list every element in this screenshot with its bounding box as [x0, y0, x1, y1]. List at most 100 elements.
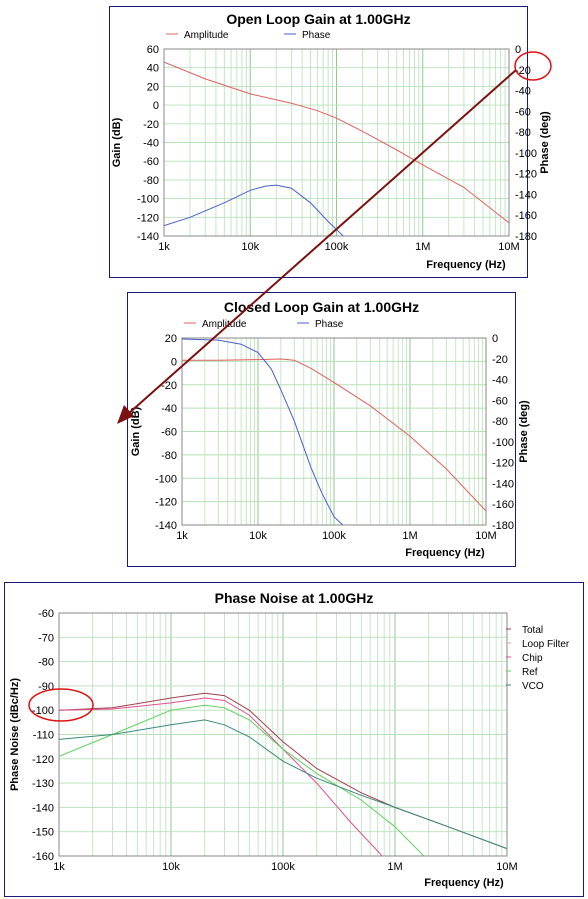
series-line-amplitude [182, 358, 486, 512]
x-tick-label: 1k [53, 861, 65, 873]
y-tick-label: 0 [153, 100, 159, 112]
legend-label-phase: Phase [315, 319, 344, 330]
x-tick-label: 10k [241, 241, 259, 253]
x-tick-label: 10k [249, 530, 267, 542]
y2-tick-label: -180 [492, 520, 514, 532]
y-tick-label: -60 [161, 427, 177, 439]
y2-tick-label: -160 [515, 210, 537, 222]
y-tick-label: 20 [165, 333, 177, 345]
series-line-amplitude [164, 61, 509, 224]
y-axis-label: Gain (dB) [130, 406, 142, 456]
highlight-circle-noise-level [28, 688, 94, 722]
y-tick-label: -70 [38, 632, 54, 644]
y2-tick-label: -80 [515, 127, 531, 139]
y2-tick-label: -60 [492, 395, 508, 407]
y-tick-label: -140 [137, 231, 159, 243]
y2-tick-label: 0 [515, 44, 521, 56]
x-tick-label: 1M [402, 530, 417, 542]
y2-tick-label: -180 [515, 231, 537, 243]
x-tick-label: 10k [162, 861, 180, 873]
y-tick-label: -140 [32, 802, 54, 814]
y-tick-label: -80 [143, 175, 159, 187]
phase-noise-title: Phase Noise at 1.00GHz [214, 590, 374, 606]
y-tick-label: 0 [171, 356, 177, 368]
legend-label-total: Total [522, 625, 543, 636]
y2-axis-label: Phase (deg) [518, 400, 530, 463]
x-tick-label: 1k [176, 530, 188, 542]
legend-label-loop-filter: Loop Filter [522, 639, 570, 650]
y-tick-label: -120 [137, 212, 159, 224]
legend-label-vco: VCO [522, 681, 544, 692]
y-tick-label: -80 [161, 450, 177, 462]
y2-tick-label: -100 [492, 437, 514, 449]
y2-tick-label: -20 [492, 354, 508, 366]
x-axis-label: Frequency (Hz) [424, 877, 504, 889]
open-loop-title: Open Loop Gain at 1.00GHz [226, 11, 411, 27]
legend-label-chip: Chip [522, 653, 543, 664]
series-line-phase [182, 338, 344, 525]
x-tick-label: 10M [498, 241, 519, 253]
y-tick-label: -60 [38, 608, 54, 620]
y2-tick-label: 0 [492, 333, 498, 345]
series-line-phase [164, 184, 344, 236]
y-axis-label: Phase Noise (dBc/Hz) [9, 678, 21, 791]
x-tick-label: 1k [158, 241, 170, 253]
x-axis-label: Frequency (Hz) [426, 259, 506, 271]
y-tick-label: -40 [161, 403, 177, 415]
series-line-vco [59, 719, 507, 850]
y-tick-label: -20 [161, 380, 177, 392]
x-tick-label: 1M [387, 861, 402, 873]
y-tick-label: -130 [32, 778, 54, 790]
y2-tick-label: -60 [515, 106, 531, 118]
y-tick-label: -110 [33, 730, 54, 742]
y-axis-label: Gain (dB) [111, 117, 123, 167]
y-tick-label: -100 [155, 473, 177, 485]
highlight-circle-phase-margin [514, 51, 552, 81]
y-tick-label: -20 [143, 119, 159, 131]
y2-axis-label: Phase (deg) [539, 111, 551, 174]
y2-tick-label: -40 [515, 86, 531, 98]
x-tick-label: 10M [496, 861, 517, 873]
y-tick-label: -100 [32, 705, 54, 717]
x-tick-label: 100k [271, 861, 295, 873]
y-tick-label: -120 [155, 497, 177, 509]
annotation-arrow-line [127, 69, 517, 415]
legend-label-amplitude: Amplitude [184, 30, 229, 41]
y-tick-label: -140 [155, 520, 177, 532]
y2-tick-label: -100 [515, 148, 537, 160]
x-tick-label: 100k [322, 530, 346, 542]
series-line-chip [59, 697, 383, 856]
y-tick-label: 40 [147, 63, 159, 75]
y-tick-label: -80 [38, 657, 54, 669]
y2-tick-label: -160 [492, 499, 514, 511]
y-tick-label: -60 [143, 156, 159, 168]
y-tick-label: 60 [147, 44, 159, 56]
legend-label-ref: Ref [522, 667, 538, 678]
y2-tick-label: -140 [492, 478, 514, 490]
y-tick-label: -40 [143, 138, 159, 150]
x-axis-label: Frequency (Hz) [405, 547, 485, 559]
y-tick-label: -100 [137, 194, 159, 206]
plot-frame [181, 337, 487, 526]
y-tick-label: -150 [32, 827, 54, 839]
y2-tick-label: -80 [492, 416, 508, 428]
plot-frame [58, 612, 508, 857]
y2-tick-label: -120 [515, 169, 537, 181]
y2-tick-label: -120 [492, 458, 514, 470]
series-line-ref [59, 704, 425, 856]
plot-frame [163, 48, 510, 237]
closed-loop-title: Closed Loop Gain at 1.00GHz [223, 299, 420, 315]
legend-label-amplitude: Amplitude [202, 319, 247, 330]
y-tick-label: -120 [32, 754, 54, 766]
legend-label-phase: Phase [302, 30, 331, 41]
annotation-arrow-head [117, 405, 134, 424]
y-tick-label: -160 [32, 851, 54, 863]
x-tick-label: 10M [475, 530, 496, 542]
open-loop-panel: Open Loop Gain at 1.00GHz [109, 6, 528, 278]
x-tick-label: 100k [325, 241, 349, 253]
x-tick-label: 1M [415, 241, 430, 253]
